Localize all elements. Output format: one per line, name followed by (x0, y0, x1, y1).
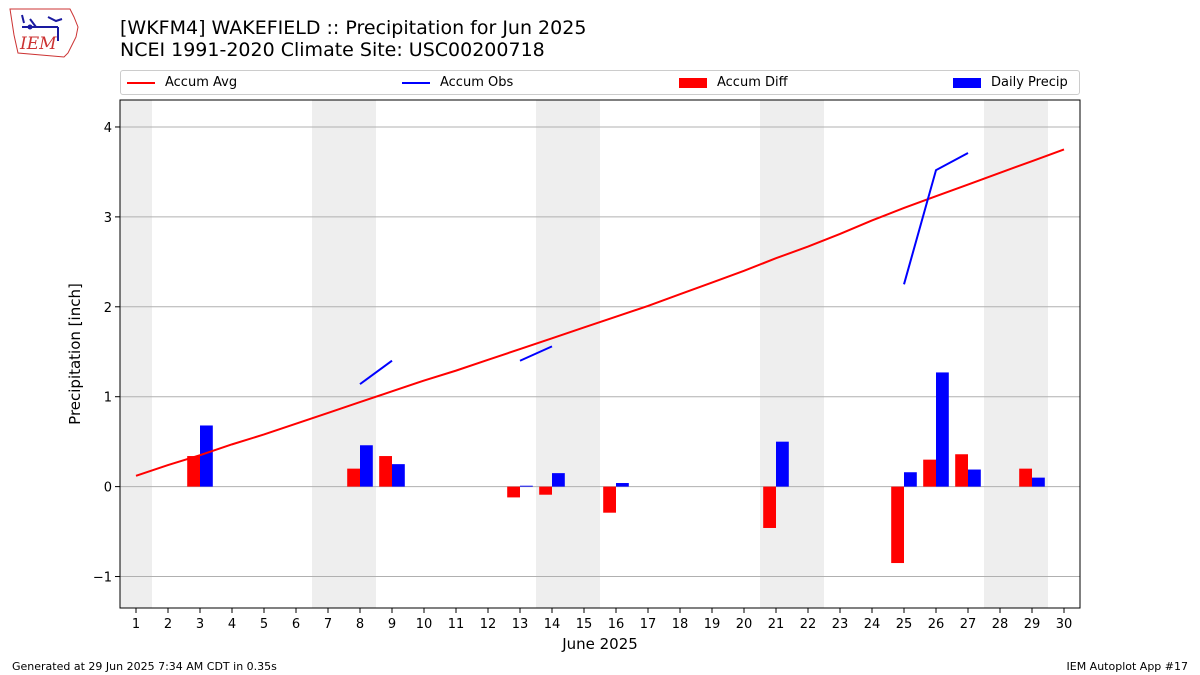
x-tick-label: 1 (132, 617, 140, 632)
x-tick-label: 12 (480, 617, 497, 632)
daily-precip-bar (1032, 477, 1045, 487)
x-tick-label: 25 (896, 617, 913, 632)
x-tick-label: 19 (704, 617, 721, 632)
legend-swatch (679, 77, 707, 88)
iem-logo: IEM (9, 8, 79, 58)
weekend-shading (120, 100, 1048, 608)
y-tick-label: 3 (104, 211, 112, 226)
x-tick-label: 10 (416, 617, 433, 632)
legend-label: Accum Diff (717, 75, 788, 90)
weekend-shade (312, 100, 376, 608)
daily-precip-bar (968, 469, 981, 487)
legend: Accum Avg Accum Obs Accum Diff Daily Pre… (120, 70, 1080, 95)
legend-item-accum-diff: Accum Diff (679, 74, 788, 91)
daily-precip-bar (392, 464, 405, 487)
weekend-shade (120, 100, 152, 608)
accum-obs-line (359, 359, 393, 385)
accum-diff-bar (379, 456, 392, 487)
legend-label: Daily Precip (991, 75, 1068, 90)
x-tick-label: 28 (992, 617, 1009, 632)
legend-swatch (127, 81, 155, 84)
y-tick-label: 4 (104, 121, 112, 136)
daily-precip-bar (936, 372, 949, 487)
accum-diff-bar (955, 454, 968, 487)
weekend-shade (536, 100, 600, 608)
y-tick-label: 2 (104, 301, 112, 316)
weekend-shade (760, 100, 824, 608)
legend-swatch (953, 77, 981, 88)
x-tick-label: 30 (1056, 617, 1073, 632)
x-tick-label: 18 (672, 617, 689, 632)
x-tick-label: 7 (324, 617, 332, 632)
x-tick-label: 5 (260, 617, 268, 632)
daily-precip-bar (776, 441, 789, 487)
chart-subtitle: NCEI 1991-2020 Climate Site: USC00200718 (120, 39, 545, 61)
x-tick-label: 27 (960, 617, 977, 632)
weather-station-icon (21, 14, 63, 41)
daily-precip-bar (200, 425, 213, 487)
x-tick-label: 11 (448, 617, 465, 632)
grid-lines (120, 126, 1080, 578)
y-axis-label: Precipitation [inch] (66, 283, 84, 425)
x-tick-label: 8 (356, 617, 364, 632)
accum-diff-bar (187, 456, 200, 487)
daily-precip-bar (360, 445, 373, 487)
x-tick-label: 23 (832, 617, 849, 632)
x-tick-label: 26 (928, 617, 945, 632)
x-tick-label: 13 (512, 617, 529, 632)
bars (187, 372, 1045, 564)
legend-label: Accum Obs (440, 75, 514, 90)
footer-app: IEM Autoplot App #17 (1066, 660, 1189, 673)
daily-precip-bar (552, 473, 565, 487)
x-tick-label: 9 (388, 617, 396, 632)
legend-item-accum-obs: Accum Obs (402, 74, 513, 91)
accum-diff-bar (891, 486, 904, 564)
weekend-shade (984, 100, 1048, 608)
accum-avg-line (135, 148, 1065, 477)
accum-obs-line (519, 345, 553, 362)
accum-diff-bar (539, 486, 552, 495)
accum-diff-bar (923, 459, 936, 487)
x-tick-label: 4 (228, 617, 236, 632)
x-tick-label: 16 (608, 617, 625, 632)
accum-diff-bar (347, 468, 360, 487)
accum-obs-line (903, 152, 969, 285)
x-axis-label: June 2025 (561, 635, 638, 653)
x-tick-label: 17 (640, 617, 657, 632)
series-lines (135, 148, 1065, 477)
x-tick-label: 22 (800, 617, 817, 632)
x-tick-label: 6 (292, 617, 300, 632)
accum-diff-bar (507, 486, 520, 498)
x-tick-label: 3 (196, 617, 204, 632)
y-tick-label: 0 (104, 481, 112, 496)
accum-diff-bar (603, 486, 616, 513)
daily-precip-bar (904, 472, 917, 487)
daily-precip-bar (520, 485, 533, 487)
iowa-outline-icon (9, 8, 79, 58)
legend-label: Accum Avg (165, 75, 238, 90)
daily-precip-bar (616, 483, 629, 487)
y-tick-label: 1 (104, 391, 112, 406)
x-tick-label: 20 (736, 617, 753, 632)
plot-frame (119, 99, 1081, 609)
y-tick-label: −1 (93, 571, 112, 586)
accum-diff-bar (763, 486, 776, 528)
x-tick-label: 15 (576, 617, 593, 632)
logo-text: IEM (19, 34, 57, 54)
legend-item-daily-precip: Daily Precip (953, 74, 1068, 91)
chart-title: [WKFM4] WAKEFIELD :: Precipitation for J… (120, 17, 587, 39)
accum-diff-bar (1019, 468, 1032, 487)
x-tick-label: 21 (768, 617, 785, 632)
x-tick-label: 2 (164, 617, 172, 632)
legend-swatch (402, 81, 430, 84)
footer-generated: Generated at 29 Jun 2025 7:34 AM CDT in … (12, 660, 277, 673)
legend-item-accum-avg: Accum Avg (127, 74, 237, 91)
x-tick-label: 14 (544, 617, 561, 632)
x-tick-label: 29 (1024, 617, 1041, 632)
x-tick-label: 24 (864, 617, 881, 632)
